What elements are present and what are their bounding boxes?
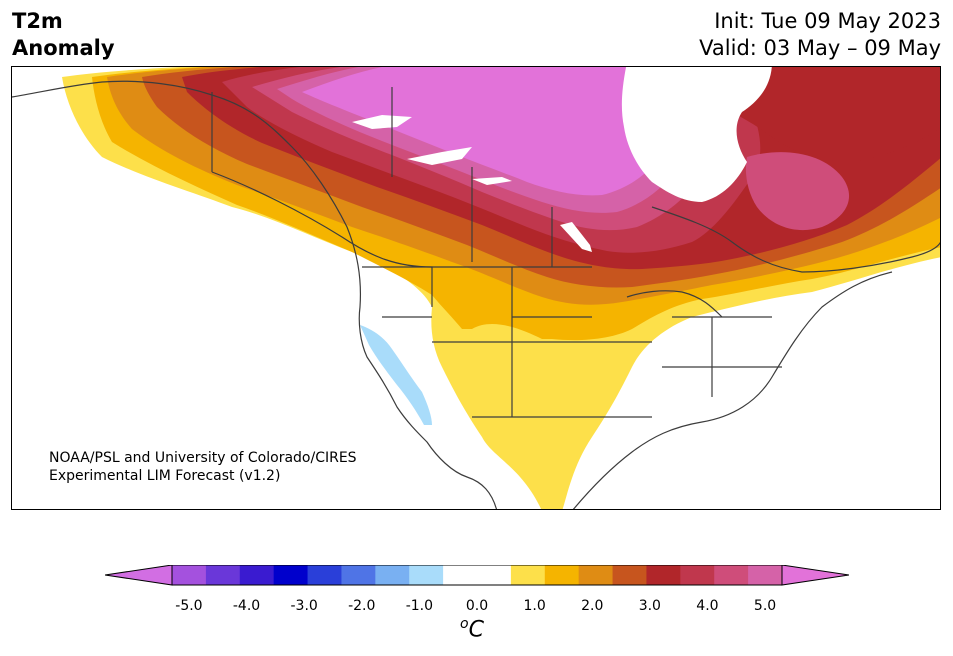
lake-winnipeg [560,222,592,252]
coastlines-borders [12,80,940,509]
colorbar-tick-label: -2.0 [348,598,376,614]
colorbar-cell [375,565,410,585]
map-title-line2: Anomaly [12,36,115,60]
colorbar-cell [307,565,342,585]
colorbar [105,565,849,586]
colorbar-tick-label: 3.0 [638,598,661,614]
colorbar-tick-label: -5.0 [175,598,203,614]
colorbar-cell [239,565,275,585]
colorbar-cell [273,565,309,585]
valid-range: Valid: 03 May – 09 May [699,36,941,60]
hudson-bay [621,67,772,202]
anomaly-band-4.5 [302,67,678,196]
credit-text: NOAA/PSL and University of Colorado/CIRE… [49,449,357,485]
colorbar-cell [205,565,241,585]
colorbar-cell [409,565,444,585]
colorbar-cell [646,565,681,585]
colorbar-tick-label: 0.0 [465,598,489,614]
colorbar-cell [544,565,580,585]
colorbar-cell [680,565,715,585]
great-bear-lake [352,115,412,129]
colorbar-tick-label: -3.0 [290,598,318,614]
colorbar-cell [612,565,647,585]
credit-line1: NOAA/PSL and University of Colorado/CIRE… [49,450,357,466]
colorbar-cell [510,565,546,585]
anomaly-map [11,66,941,510]
cool-anomaly-west-coast [360,325,432,425]
init-date: Init: Tue 09 May 2023 [714,9,941,33]
init-valid-dates: Init: Tue 09 May 2023 Valid: 03 May – 09… [699,8,941,62]
colorbar-tick-label: 2.0 [581,598,604,614]
map-title-line1: T2m [12,9,63,33]
colorbar-cells [172,565,783,585]
colorbar-cell [748,565,783,585]
quebec-anomaly-band [745,152,850,231]
colorbar-tick-label: 5.0 [753,598,777,614]
degree-symbol: o [460,616,469,632]
map-svg [12,67,940,509]
colorbar-low-extension [105,565,173,586]
colorbar-cell [341,565,376,585]
colorbar-high-extension [781,565,849,586]
colorbar-cell [714,565,749,585]
colorbar-tick-label: 4.0 [696,598,719,614]
colorbar-outline [171,565,783,586]
colorbar-unit: oC [460,616,484,642]
colorbar-cell [578,565,614,585]
lake-athabasca [472,177,512,185]
colorbar-cell [172,565,207,585]
colorbar-tick-label: 1.0 [523,598,546,614]
colorbar-cell [477,565,512,585]
colorbar-tick-label: -4.0 [232,598,261,614]
colorbar-tick-label: -1.0 [405,598,434,614]
great-slave-lake [407,147,472,165]
credit-line2: Experimental LIM Forecast (v1.2) [49,468,281,484]
colorbar-tick-labels: -5.0 -4.0 -3.0 -2.0 -1.0 0.0 1.0 2.0 3.0 4.0 5.0 [0,598,953,618]
map-title: T2m Anomaly [12,8,115,62]
colorbar-cell [443,565,478,585]
unit-letter: C [468,617,484,643]
